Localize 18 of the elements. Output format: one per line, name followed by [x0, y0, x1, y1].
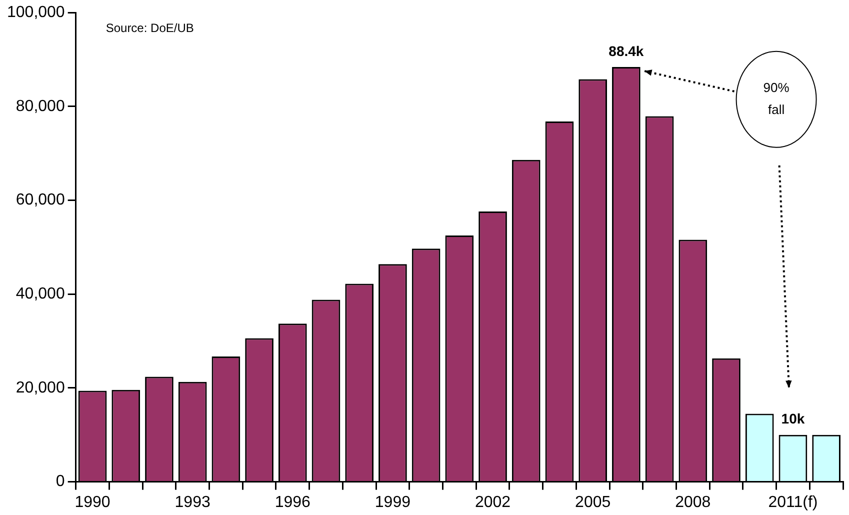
x-tick-label: 2008: [675, 494, 711, 511]
x-tick-label: 2005: [575, 494, 611, 511]
annotation: 90% fall: [763, 80, 790, 117]
data-label: 10k: [781, 410, 805, 427]
x-tick-label: 2011(f): [768, 494, 818, 511]
x-tick-label: 1996: [274, 494, 311, 511]
x-tick-label: 2002: [474, 494, 511, 511]
y-tick-label: 60,000: [16, 192, 65, 209]
y-tick-label: 80,000: [16, 98, 65, 115]
y-tick-label: 100,000: [6, 4, 65, 22]
data-label: 88.4k: [608, 42, 644, 59]
annotation: Source: DoE/UB: [106, 20, 194, 35]
y-tick-label: 40,000: [16, 286, 65, 303]
x-tick-label: 1999: [374, 494, 411, 511]
x-tick-label: 1990: [74, 494, 110, 511]
y-tick-label: 20,000: [16, 379, 65, 396]
y-tick-label: 0: [56, 473, 65, 490]
x-tick-label: 1993: [174, 494, 210, 511]
